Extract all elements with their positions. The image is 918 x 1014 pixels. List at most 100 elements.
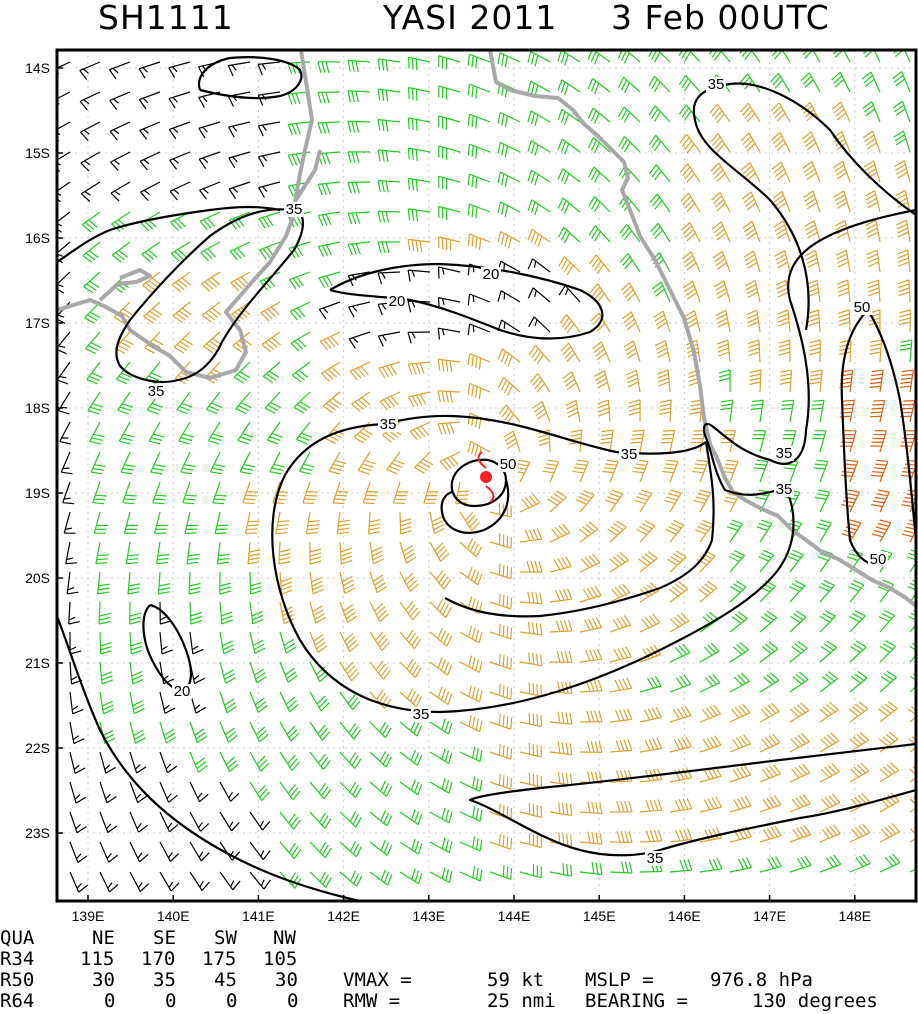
wind-barb: [233, 361, 251, 384]
wind-barb: [528, 345, 551, 365]
wind-barb: [896, 249, 911, 273]
wind-barb: [729, 672, 750, 693]
wind-barb: [459, 776, 483, 792]
wind-barb: [819, 671, 838, 693]
wind-barb: [865, 219, 881, 243]
wind-barb: [467, 173, 491, 189]
contour-label-bg: [481, 267, 501, 282]
wind-barb: [309, 631, 328, 653]
wind-barb: [803, 190, 821, 213]
wind-barb: [348, 301, 371, 318]
wind-barb: [519, 493, 541, 513]
wind-barb: [317, 151, 341, 165]
wind-barb: [527, 110, 551, 127]
wind-barb: [558, 256, 581, 276]
wind-barb: [249, 601, 264, 625]
wind-barb: [862, 130, 881, 153]
contour-label: 35: [286, 201, 303, 218]
wind-barb: [649, 164, 671, 183]
wind-barb: [216, 541, 230, 565]
wind-barb: [742, 220, 761, 243]
wind-barb: [140, 211, 161, 232]
wind-barb: [339, 781, 362, 799]
wind-barb: [811, 399, 825, 423]
radius-value: 105: [263, 948, 298, 970]
wind-barb: [201, 301, 222, 323]
wind-barb: [66, 571, 79, 595]
wind-barb: [467, 143, 491, 159]
vmax-label: VMAX =: [343, 969, 412, 991]
wind-barb: [467, 83, 491, 99]
radius-value: 0: [287, 990, 299, 1012]
wind-barb: [199, 181, 221, 200]
wind-barb: [678, 75, 701, 93]
wind-barb: [618, 165, 641, 183]
lat-tick-label: 16S: [25, 230, 50, 246]
wind-barb: [339, 571, 356, 595]
mslp-value: 976.8 hPa: [710, 969, 813, 991]
wind-barb: [839, 399, 855, 423]
wind-barb: [497, 231, 521, 249]
wind-barb: [699, 642, 720, 663]
coastline-gulf-inlet: [98, 268, 152, 302]
wind-barb: [753, 459, 769, 483]
wind-barb: [159, 601, 172, 625]
wind-speed-contours: [57, 56, 916, 901]
wind-barb: [189, 751, 208, 773]
wind-barb: [309, 871, 332, 888]
wind-barb: [662, 459, 679, 483]
wind-barb: [117, 391, 134, 415]
wind-barb: [638, 551, 658, 573]
wind-barb: [362, 481, 379, 505]
wind-barb: [249, 571, 262, 595]
wind-barb: [143, 301, 163, 324]
contour-20-northwest: [197, 56, 303, 100]
wind-barb: [219, 571, 232, 595]
wind-barb: [98, 601, 111, 625]
table-row: R34 115 170 175 105: [0, 949, 918, 970]
wind-barb: [399, 779, 423, 796]
lat-tick-label: 23S: [25, 825, 50, 841]
wind-barb: [332, 481, 349, 505]
wind-barb: [841, 489, 860, 513]
radius-value: 0: [165, 990, 177, 1012]
wind-barb: [681, 251, 701, 273]
wind-barb: [189, 601, 203, 625]
wind-barb: [138, 61, 161, 79]
wind-barb: [69, 871, 88, 893]
wind-barb: [729, 734, 751, 753]
wind-barb: [746, 309, 761, 333]
wind-barb: [699, 858, 723, 873]
wind-barb: [214, 511, 229, 535]
wind-barb: [861, 71, 881, 93]
wind-barb: [399, 838, 423, 855]
contour-35-upper: [692, 82, 916, 331]
wind-barb: [756, 519, 773, 543]
wind-barb: [617, 50, 641, 64]
wind-barb: [189, 721, 208, 744]
wind-barb: [209, 451, 226, 475]
wind-barb: [258, 181, 281, 198]
wind-barb: [110, 151, 131, 171]
wind-barb: [369, 689, 392, 709]
wind-barb: [527, 169, 551, 186]
wind-barb: [159, 841, 180, 862]
wind-barb: [669, 612, 690, 633]
wind-barb: [459, 806, 483, 822]
wind-barb: [695, 519, 714, 543]
lat-tick-label: 18S: [25, 400, 50, 416]
wind-barb: [773, 220, 791, 243]
wind-barb: [351, 391, 371, 413]
vmax-value: 59 kt: [487, 969, 545, 991]
contour-label-bg: [706, 77, 726, 92]
wind-barb: [369, 869, 393, 886]
wind-barb: [264, 391, 281, 414]
wind-barb: [89, 421, 105, 445]
wind-barb: [235, 391, 252, 415]
wind-barb: [489, 533, 512, 549]
wind-barb: [377, 331, 401, 347]
wind-barb: [634, 489, 653, 513]
wind-barb: [159, 721, 177, 744]
wind-barb: [259, 241, 281, 260]
contour-label-bg: [387, 294, 407, 309]
